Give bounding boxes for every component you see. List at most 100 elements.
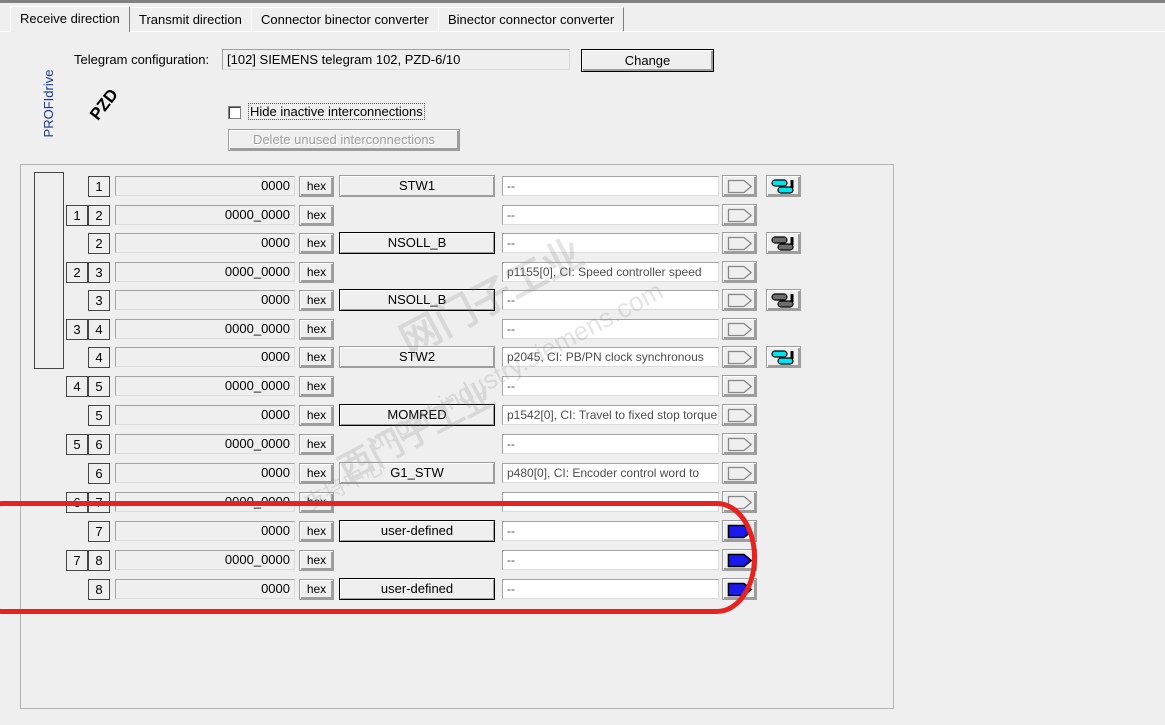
row-index-right: 3	[88, 262, 110, 283]
connector-field[interactable]: --	[502, 492, 719, 512]
connector-arrow-button[interactable]	[722, 289, 757, 311]
row-index-left: 3	[66, 319, 88, 340]
connector-field[interactable]: --	[502, 550, 719, 570]
connector-arrow-button[interactable]	[722, 232, 757, 254]
hide-inactive-interconnections-checkbox[interactable]	[228, 106, 241, 119]
signal-label-button[interactable]: user-defined	[339, 578, 495, 600]
row-index-right: 6	[88, 434, 110, 455]
row-value-field[interactable]: 0000	[115, 463, 295, 483]
hex-button[interactable]: hex	[299, 521, 334, 542]
hex-button[interactable]: hex	[299, 319, 334, 340]
hex-button[interactable]: hex	[299, 290, 334, 311]
change-button[interactable]: Change	[581, 49, 714, 72]
signal-label-button[interactable]: NSOLL_B	[339, 232, 495, 254]
row-index-right: 5	[88, 376, 110, 397]
row-value-field[interactable]: 0000_0000	[115, 434, 295, 454]
row-value-field[interactable]: 0000	[115, 347, 295, 367]
signal-label-button[interactable]: MOMRED	[339, 404, 495, 426]
row-index-right: 2	[88, 205, 110, 226]
hex-button[interactable]: hex	[299, 376, 334, 397]
hex-button[interactable]: hex	[299, 463, 334, 484]
row-value-field[interactable]: 0000_0000	[115, 550, 295, 570]
hex-button[interactable]: hex	[299, 233, 334, 254]
connector-arrow-button[interactable]	[722, 549, 757, 571]
window-top-edge-highlight	[0, 3, 1165, 5]
row-index-right: 4	[88, 319, 110, 340]
tab-label: Connector binector converter	[261, 12, 429, 27]
connector-arrow-button[interactable]	[722, 318, 757, 340]
connector-field[interactable]: --	[502, 521, 719, 541]
tab-label: Transmit direction	[139, 12, 242, 27]
telegram-configuration-label: Telegram configuration:	[74, 52, 210, 67]
row-value-field[interactable]: 0000	[115, 290, 295, 310]
row-index-right: 6	[88, 463, 110, 484]
hex-button[interactable]: hex	[299, 579, 334, 600]
connector-arrow-button[interactable]	[722, 578, 757, 600]
connector-arrow-button[interactable]	[722, 346, 757, 368]
connector-arrow-button[interactable]	[722, 175, 757, 197]
hex-button[interactable]: hex	[299, 405, 334, 426]
binector-button[interactable]	[766, 175, 801, 197]
row-value-field[interactable]: 0000	[115, 521, 295, 541]
row-index-left: 2	[66, 262, 88, 283]
connector-arrow-button[interactable]	[722, 433, 757, 455]
connector-field[interactable]: --	[502, 319, 719, 339]
connector-field[interactable]: --	[502, 579, 719, 599]
connector-field[interactable]: --	[502, 233, 719, 253]
row-value-field[interactable]: 0000	[115, 233, 295, 253]
row-value-field[interactable]: 0000_0000	[115, 492, 295, 512]
connector-field[interactable]: --	[502, 176, 719, 196]
connector-field[interactable]: --	[502, 434, 719, 454]
connector-arrow-button[interactable]	[722, 404, 757, 426]
row-value-field[interactable]: 0000	[115, 405, 295, 425]
tab-receive-direction[interactable]: Receive direction	[10, 6, 130, 32]
row-value-field[interactable]: 0000_0000	[115, 262, 295, 282]
hex-button[interactable]: hex	[299, 492, 334, 513]
tab-binector-connector-converter[interactable]: Binector connector converter	[438, 7, 625, 31]
signal-label-button[interactable]: G1_STW	[339, 462, 495, 484]
signal-label-button[interactable]: user-defined	[339, 520, 495, 542]
profidrive-label: PROFIdrive	[41, 69, 56, 138]
connector-field[interactable]: --	[502, 376, 719, 396]
row-value-field[interactable]: 0000	[115, 579, 295, 599]
connector-arrow-button[interactable]	[722, 204, 757, 226]
connector-arrow-button[interactable]	[722, 375, 757, 397]
telegram-configuration-field: [102] SIEMENS telegram 102, PZD-6/10	[222, 49, 570, 70]
hex-button[interactable]: hex	[299, 550, 334, 571]
tab-transmit-direction[interactable]: Transmit direction	[129, 7, 252, 31]
binector-button[interactable]	[766, 232, 801, 254]
row-index-right: 4	[88, 347, 110, 368]
delete-unused-interconnections-button: Delete unused interconnections	[228, 129, 460, 151]
hex-button[interactable]: hex	[299, 205, 334, 226]
connector-field[interactable]: --	[502, 205, 719, 225]
connector-field[interactable]: p1155[0], CI: Speed controller speed	[502, 262, 719, 282]
row-index-right: 3	[88, 290, 110, 311]
hex-button[interactable]: hex	[299, 176, 334, 197]
hide-inactive-interconnections-label[interactable]: Hide inactive interconnections	[248, 103, 425, 120]
signal-label-button[interactable]: NSOLL_B	[339, 289, 495, 311]
connector-arrow-button[interactable]	[722, 520, 757, 542]
hex-button[interactable]: hex	[299, 262, 334, 283]
signal-label-button[interactable]: STW1	[339, 175, 495, 197]
connector-field[interactable]: p1542[0], CI: Travel to fixed stop torqu…	[502, 405, 719, 425]
connector-arrow-button[interactable]	[722, 491, 757, 513]
binector-button[interactable]	[766, 289, 801, 311]
binector-button[interactable]	[766, 346, 801, 368]
hex-button[interactable]: hex	[299, 347, 334, 368]
row-value-field[interactable]: 0000_0000	[115, 319, 295, 339]
signal-label-button[interactable]: STW2	[339, 346, 495, 368]
hex-button[interactable]: hex	[299, 434, 334, 455]
row-value-field[interactable]: 0000_0000	[115, 376, 295, 396]
connector-field[interactable]: --	[502, 290, 719, 310]
connector-arrow-button[interactable]	[722, 261, 757, 283]
connector-field[interactable]: p2045, CI: PB/PN clock synchronous	[502, 347, 719, 367]
connector-field[interactable]: p480[0], CI: Encoder control word to	[502, 463, 719, 483]
tab-connector-binector-converter[interactable]: Connector binector converter	[251, 7, 439, 31]
row-value-field[interactable]: 0000	[115, 176, 295, 196]
row-value-field[interactable]: 0000_0000	[115, 205, 295, 225]
row-index-right: 7	[88, 492, 110, 513]
connector-arrow-button[interactable]	[722, 462, 757, 484]
tab-label: Binector connector converter	[448, 12, 615, 27]
tab-label: Receive direction	[20, 11, 120, 26]
pzd-label: PZD	[86, 85, 122, 124]
